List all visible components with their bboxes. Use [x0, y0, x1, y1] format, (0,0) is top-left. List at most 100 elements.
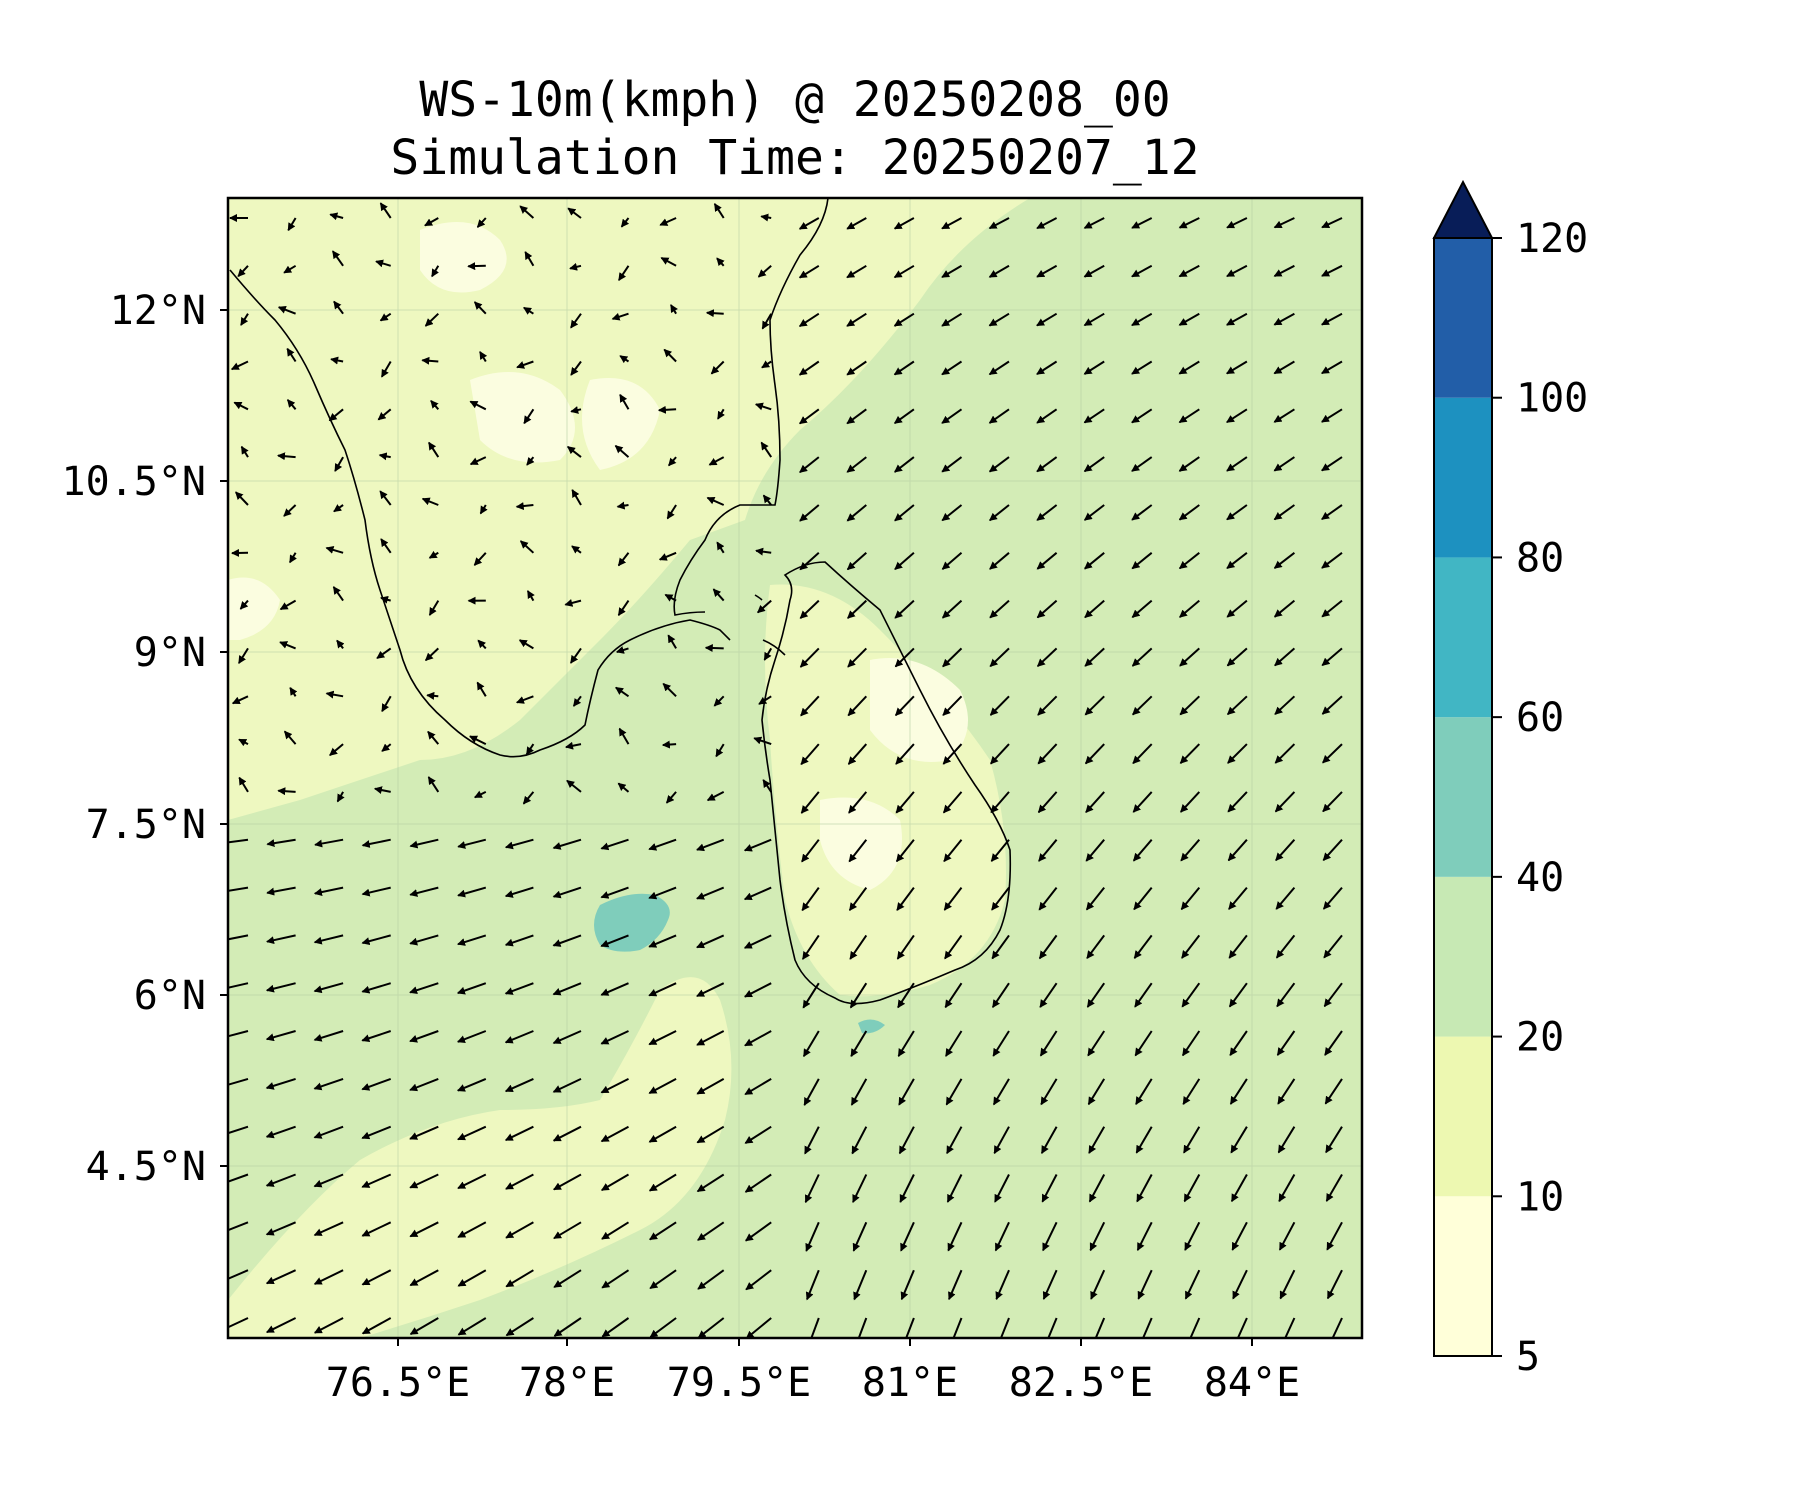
wind-vector: [565, 741, 582, 750]
wind-vector: [697, 1317, 725, 1338]
wind-vector: [283, 264, 297, 274]
wind-vector: [1226, 360, 1248, 375]
wind-vector: [1131, 552, 1153, 570]
wind-vector: [381, 695, 392, 713]
wind-vector: [1132, 839, 1153, 862]
wind-vector: [409, 886, 439, 897]
lon-tick-label: 79.5°E: [667, 1360, 812, 1406]
wind-vector: [1226, 599, 1248, 618]
colorbar-tick-label: 80: [1516, 535, 1564, 581]
lon-tick-label: 76.5°E: [326, 1360, 471, 1406]
wind-vector: [1228, 934, 1248, 959]
wind-vector: [325, 546, 344, 554]
wind-vector: [846, 217, 867, 230]
colorbar-tick-label: 120: [1516, 216, 1588, 262]
wind-vector: [1133, 934, 1153, 959]
wind-vector: [660, 257, 677, 267]
wind-vector: [852, 1174, 868, 1204]
wind-vector: [457, 1317, 487, 1336]
wind-vector: [1085, 886, 1105, 911]
wind-vector: [799, 504, 820, 522]
wind-vector: [428, 441, 440, 458]
wind-vector: [1041, 1174, 1058, 1203]
wind-vector: [228, 934, 249, 941]
wind-vector: [325, 690, 344, 699]
wind-vector: [552, 1125, 582, 1142]
wind-vector: [277, 787, 296, 796]
wind-vector: [409, 1221, 439, 1238]
wind-vector: [230, 360, 249, 371]
wind-vector: [619, 393, 630, 410]
colorbar-segment: [1434, 238, 1492, 398]
wind-vector: [1226, 504, 1248, 521]
wind-vector: [313, 982, 344, 994]
wind-vector: [744, 1125, 772, 1144]
wind-vector: [277, 305, 296, 315]
wind-vector: [1094, 1317, 1106, 1338]
wind-vector: [670, 304, 678, 315]
wind-vector: [1036, 312, 1058, 327]
colorbar-tick-label: 20: [1516, 1015, 1564, 1061]
wind-vector: [570, 313, 582, 329]
wind-vector: [761, 313, 773, 330]
wind-vector: [988, 360, 1010, 376]
wind-vector: [760, 441, 773, 458]
wind-vector: [313, 1173, 344, 1188]
wind-vector: [333, 300, 344, 315]
wind-vector: [228, 1221, 249, 1232]
wind-vector: [743, 886, 772, 901]
wind-vector: [1036, 360, 1058, 375]
wind-vector: [1230, 1126, 1248, 1154]
wind-vector: [615, 686, 630, 698]
lon-tick-label: 82.5°E: [1009, 1360, 1154, 1406]
wind-vector: [1085, 791, 1105, 813]
wind-vector: [850, 1030, 868, 1058]
wind-vector: [600, 1173, 630, 1191]
wind-vector: [667, 634, 677, 649]
wind-vector: [457, 1221, 487, 1238]
wind-vector: [409, 1173, 439, 1189]
wind-vector: [757, 599, 772, 614]
wind-vector: [1178, 504, 1200, 521]
wind-vector: [266, 838, 296, 848]
wind-vector: [600, 934, 629, 948]
wind-vector: [743, 838, 772, 852]
wind-vector: [1324, 1078, 1343, 1105]
wind-vector: [944, 982, 963, 1009]
wind-vector: [330, 356, 344, 365]
wind-vector: [1321, 456, 1343, 472]
wind-vector: [1180, 886, 1201, 911]
wind-vector: [313, 1125, 344, 1139]
wind-vector: [1087, 1078, 1106, 1106]
wind-vector: [900, 1221, 915, 1252]
wind-vector: [696, 838, 725, 852]
wind-vector: [898, 1078, 915, 1106]
wind-vector: [505, 1317, 534, 1337]
wind-vector: [379, 202, 392, 219]
wind-vector: [849, 934, 868, 960]
wind-vector: [376, 647, 392, 660]
wind-vector: [1083, 217, 1105, 229]
wind-vector: [571, 545, 582, 554]
colorbar-extend-arrow: [1432, 179, 1494, 239]
wind-vector: [1131, 599, 1153, 618]
colorbar-segment: [1434, 557, 1492, 718]
wind-vector: [1274, 695, 1296, 715]
wind-vector: [1274, 647, 1296, 667]
wind-vector: [952, 1317, 963, 1338]
wind-vector: [457, 1269, 487, 1287]
wind-vector: [848, 839, 868, 863]
wind-vector: [265, 982, 296, 993]
wind-vector: [894, 695, 915, 717]
wind-vector: [1183, 1126, 1201, 1154]
wind-vector: [663, 348, 677, 363]
wind-vector: [313, 1030, 344, 1042]
wind-vector: [409, 1125, 439, 1140]
wind-vector: [457, 1125, 487, 1141]
wind-vector: [1084, 599, 1105, 619]
wind-vector: [894, 456, 915, 473]
wind-vector: [373, 786, 391, 795]
wind-vector: [1184, 1269, 1201, 1300]
wind-vector: [661, 740, 677, 749]
